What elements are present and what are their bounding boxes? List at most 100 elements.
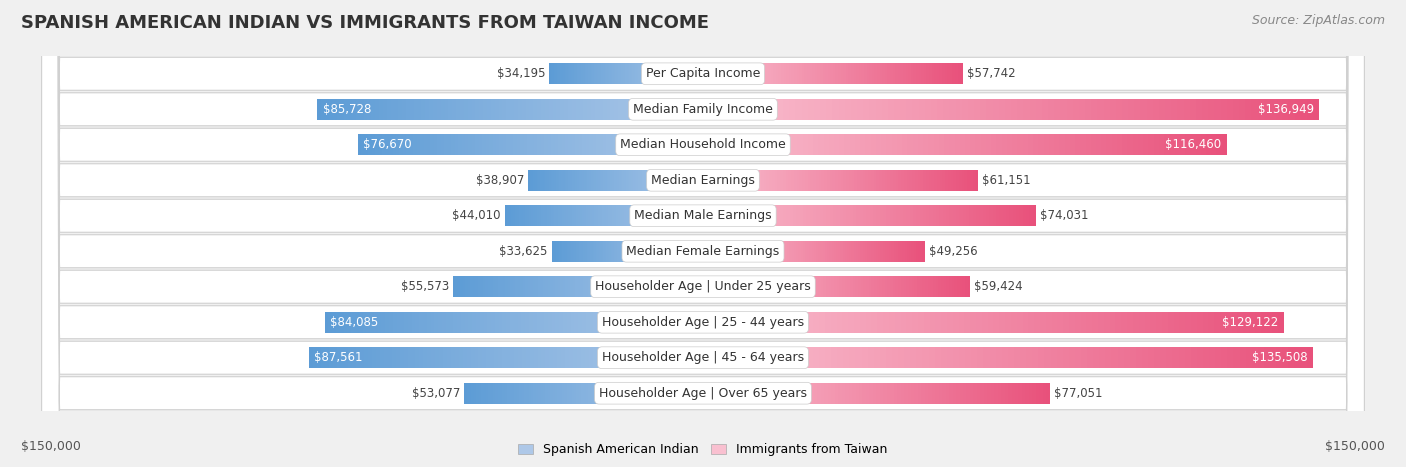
Bar (1017, 205, 1019, 226)
Bar (325, 347, 329, 368)
Bar (576, 347, 581, 368)
Bar (603, 170, 605, 191)
Bar (835, 63, 838, 85)
Bar (547, 205, 548, 226)
Bar (672, 99, 676, 120)
Bar (929, 63, 932, 85)
Bar (616, 205, 617, 226)
Bar (955, 134, 960, 156)
Bar (718, 134, 724, 156)
Bar (817, 205, 820, 226)
Text: $87,561: $87,561 (315, 351, 363, 364)
Bar (465, 134, 468, 156)
Bar (595, 99, 599, 120)
Bar (942, 63, 945, 85)
Bar (696, 63, 697, 85)
Bar (621, 241, 623, 262)
Bar (541, 134, 544, 156)
Bar (484, 382, 485, 404)
Bar (612, 205, 614, 226)
Bar (606, 241, 607, 262)
Bar (530, 205, 533, 226)
Bar (693, 205, 695, 226)
Bar (849, 382, 852, 404)
Bar (754, 241, 756, 262)
Bar (600, 63, 602, 85)
Bar (695, 241, 696, 262)
Bar (672, 347, 675, 368)
Bar (484, 99, 486, 120)
Bar (699, 205, 702, 226)
Bar (631, 311, 636, 333)
Bar (609, 347, 613, 368)
Bar (637, 241, 638, 262)
Bar (502, 311, 506, 333)
Bar (778, 99, 783, 120)
Bar (561, 134, 565, 156)
Text: $61,151: $61,151 (983, 174, 1031, 187)
Bar (839, 276, 842, 297)
Bar (589, 170, 591, 191)
Bar (419, 311, 423, 333)
Bar (602, 241, 603, 262)
Bar (669, 63, 671, 85)
Bar (679, 347, 683, 368)
Bar (907, 170, 910, 191)
Bar (686, 134, 689, 156)
Bar (510, 205, 513, 226)
Bar (755, 134, 761, 156)
Bar (387, 99, 391, 120)
Bar (1161, 311, 1168, 333)
Bar (1272, 311, 1278, 333)
Bar (959, 170, 962, 191)
Bar (451, 134, 454, 156)
Bar (605, 311, 609, 333)
Bar (681, 170, 682, 191)
Bar (831, 311, 837, 333)
Bar (627, 63, 628, 85)
Bar (810, 170, 813, 191)
Bar (444, 99, 449, 120)
Bar (1222, 347, 1227, 368)
Bar (382, 134, 385, 156)
Bar (734, 382, 738, 404)
Bar (1043, 382, 1046, 404)
Bar (620, 241, 621, 262)
Bar (1295, 99, 1301, 120)
Bar (981, 311, 987, 333)
Bar (1080, 134, 1085, 156)
Bar (630, 134, 634, 156)
Bar (541, 205, 543, 226)
Bar (1063, 347, 1069, 368)
Bar (598, 311, 600, 333)
Bar (683, 347, 688, 368)
Bar (562, 311, 567, 333)
Bar (375, 347, 380, 368)
Bar (591, 241, 592, 262)
Bar (619, 241, 620, 262)
Bar (605, 347, 609, 368)
Bar (1116, 134, 1122, 156)
Bar (728, 63, 731, 85)
Bar (931, 99, 938, 120)
Bar (664, 63, 665, 85)
Bar (569, 241, 571, 262)
Bar (786, 63, 789, 85)
Bar (779, 382, 783, 404)
Bar (665, 311, 669, 333)
Bar (548, 311, 551, 333)
Bar (1000, 311, 1005, 333)
Bar (740, 63, 742, 85)
Bar (634, 99, 637, 120)
Bar (585, 205, 586, 226)
Bar (603, 241, 605, 262)
Bar (675, 382, 676, 404)
Bar (986, 134, 991, 156)
Bar (683, 63, 685, 85)
Bar (588, 241, 589, 262)
Bar (530, 134, 534, 156)
Bar (839, 134, 845, 156)
Bar (651, 276, 652, 297)
Bar (1028, 134, 1033, 156)
Bar (333, 347, 336, 368)
